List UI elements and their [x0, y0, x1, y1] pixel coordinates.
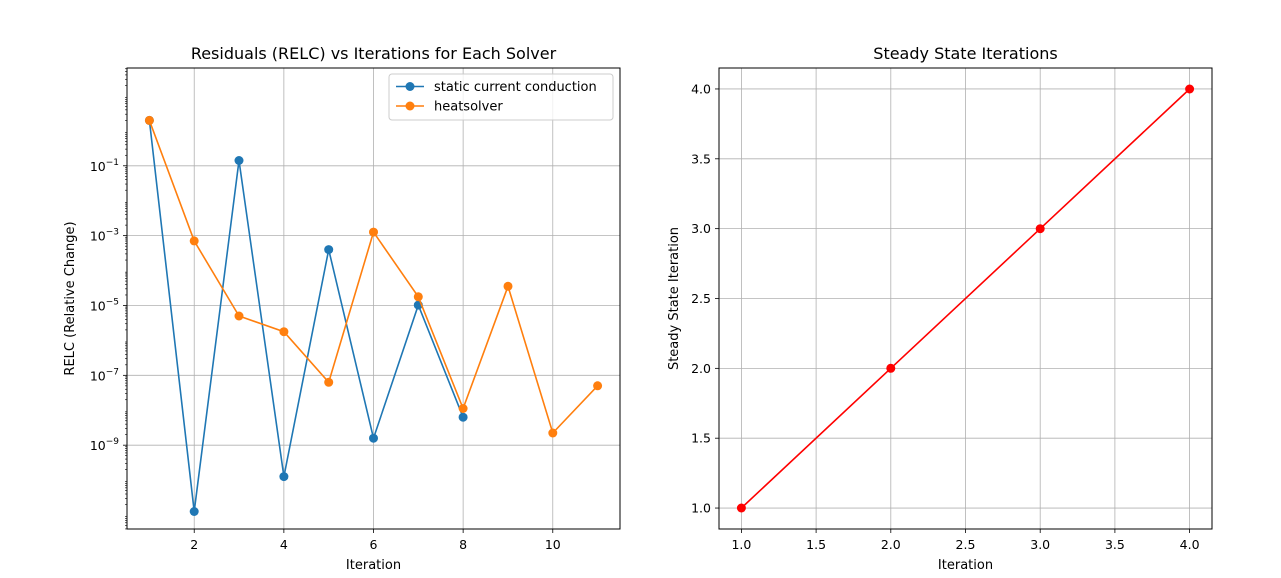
residuals-point-1 — [503, 281, 513, 291]
residuals-point-1 — [458, 404, 468, 413]
residuals-grid — [127, 68, 620, 529]
residuals-point-0 — [458, 412, 468, 422]
residuals-point-1 — [413, 292, 423, 302]
steady-state-series — [736, 84, 1195, 513]
steady-state-y-tick-label: 3.0 — [691, 221, 711, 236]
residuals-point-1 — [369, 227, 378, 237]
residuals-x-tick-label: 4 — [280, 537, 288, 552]
legend-label-heatsolver: heatsolver — [434, 100, 503, 115]
steady-state-x-tick-label: 3.5 — [1105, 537, 1125, 552]
steady-state-x-tick-label: 2.0 — [881, 537, 901, 552]
residuals-x-tick-label: 10 — [545, 537, 561, 552]
residuals-point-1 — [234, 311, 244, 321]
residuals-point-1 — [279, 327, 289, 337]
steady-state-x-tick-label: 2.5 — [956, 537, 976, 552]
residuals-x-tick-label: 8 — [459, 537, 467, 552]
residuals-x-tick-label: 2 — [190, 537, 198, 552]
steady-state-series-line — [740, 88, 1191, 509]
residuals-point-1 — [189, 236, 199, 246]
residuals-point-1 — [324, 377, 334, 387]
steady-state-point — [736, 503, 746, 513]
steady-state-x-tick-label: 1.0 — [731, 537, 751, 552]
residuals-point-0 — [324, 245, 334, 255]
steady-state-x-tick-label: 1.5 — [806, 537, 826, 552]
steady-state-ticks: 1.0 1.5 2.0 2.5 3.0 3.5 4.0 1.0 1.5 2.0 2.5 3.0 3.5 4… — [691, 81, 1199, 552]
residuals-chart-title: Residuals (RELC) vs Iterations for Each … — [191, 44, 557, 63]
steady-state-y-tick-label: 3.5 — [691, 151, 711, 166]
steady-state-point — [886, 363, 896, 373]
steady-state-grid — [719, 68, 1212, 529]
residuals-point-1 — [548, 428, 558, 438]
legend-label-static: static current conduction — [434, 80, 597, 95]
residuals-legend: static current conduction heatsolver — [388, 73, 614, 121]
legend-frame — [388, 73, 614, 121]
steady-state-y-tick-label: 1.5 — [691, 431, 711, 446]
steady-state-point — [1035, 224, 1045, 234]
residuals-x-label: Iteration — [346, 558, 401, 573]
residuals-point-0 — [234, 156, 244, 165]
steady-state-x-tick-label: 3.0 — [1030, 537, 1050, 552]
residuals-series-line-0 — [148, 120, 464, 512]
residuals-point-0 — [189, 507, 199, 516]
steady-state-y-tick-label: 2.0 — [691, 361, 711, 376]
steady-state-y-tick-label: 4.0 — [691, 81, 711, 96]
residuals-y-label: RELC (Relative Change) — [63, 221, 78, 375]
legend-marker-static — [405, 82, 415, 91]
residuals-x-tick-label: 6 — [370, 537, 378, 552]
residuals-series — [144, 115, 603, 516]
steady-state-chart: Steady State Iterations 1.0 1.5 2.0 2.5 3.0 3… — [667, 44, 1213, 573]
residuals-point-0 — [369, 433, 378, 443]
steady-state-y-tick-label: 2.5 — [691, 291, 711, 306]
steady-state-x-label: Iteration — [938, 558, 993, 573]
steady-state-y-label: Steady State Iteration — [667, 227, 682, 370]
steady-state-y-tick-label: 1.0 — [691, 501, 711, 516]
residuals-point-0 — [279, 472, 289, 482]
steady-state-chart-title: Steady State Iterations — [873, 44, 1057, 63]
residuals-point-1 — [593, 381, 603, 391]
residuals-point-1 — [144, 115, 154, 125]
steady-state-point — [1185, 84, 1195, 94]
steady-state-x-tick-label: 4.0 — [1180, 537, 1200, 552]
legend-marker-heatsolver — [405, 101, 415, 111]
